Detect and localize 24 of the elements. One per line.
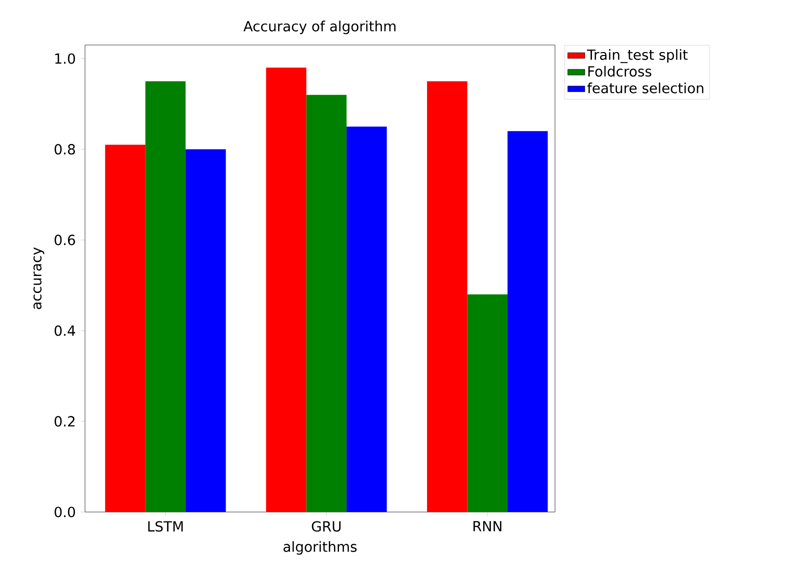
bar [105,144,146,512]
bar [306,94,347,512]
y-tick-label: 0.8 [54,144,75,155]
x-tick-label: GRU [312,521,341,532]
legend-label: feature selection [587,82,704,94]
x-tick-label: LSTM [148,521,183,532]
bar [266,68,306,512]
bar [145,81,186,512]
y-tick-label: 0.2 [54,416,75,427]
x-tick-label: RNN [474,521,502,532]
legend-label: Foldcross [588,66,652,77]
legend-label: Train_test split [586,49,688,64]
bar [508,131,548,512]
bar [186,149,226,512]
y-tick-label: 0.4 [54,325,76,336]
y-axis-title: accuracy [34,247,44,310]
bar [427,81,468,512]
bar [467,294,508,512]
chart-title: Accuracy of algorithm [243,20,396,34]
y-tick-label: 1.0 [55,53,75,64]
x-axis-title: algorithms [284,541,357,555]
y-tick-label: 0.0 [54,506,75,518]
y-tick-label: 0.6 [54,234,76,246]
bar [346,126,387,512]
